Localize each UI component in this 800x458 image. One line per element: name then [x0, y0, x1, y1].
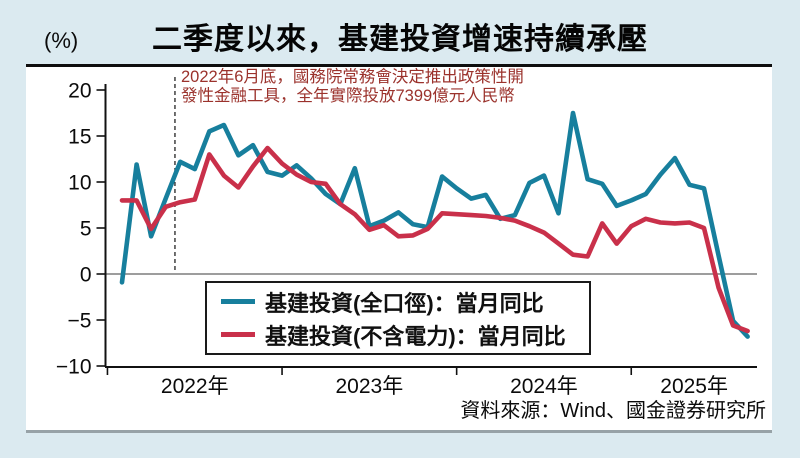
x-tick-label: 2025年	[660, 375, 728, 398]
blue-series-line	[119, 110, 750, 339]
line-chart: 20 15 10 5 0 −5 −10 2022年 2023年 2024年 2025年	[56, 77, 757, 398]
red-line-swatch	[221, 332, 255, 337]
x-tick-label: 2022年	[161, 375, 229, 398]
page-title: 二季度以來，基建投資增速持續承壓	[152, 23, 648, 56]
legend-item-full-caliber: 基建投資(全口徑)：當月同比	[221, 288, 579, 316]
x-tick-label: 2023年	[335, 375, 403, 398]
data-source-note: 資料來源：Wind、國金證券研究所	[460, 400, 766, 422]
blue-line-swatch	[221, 299, 255, 304]
red-series-line	[119, 145, 750, 334]
policy-annotation: 2022年6月底，國務院常務會決定推出政策性開 發性金融工具，全年實際投放739…	[181, 68, 661, 106]
policy-annotation-line1: 2022年6月底，國務院常務會決定推出政策性開	[181, 68, 524, 86]
legend-label: 基建投資(不含電力)：當月同比	[265, 323, 566, 349]
y-tick-label: −5	[68, 310, 92, 333]
y-tick-label: 15	[68, 126, 91, 149]
chart-panel: 20 15 10 5 0 −5 −10 2022年 2023年 2024年 2025年	[26, 64, 772, 433]
x-tick-label: 2024年	[510, 375, 578, 398]
legend-label: 基建投資(全口徑)：當月同比	[265, 290, 544, 316]
y-axis-unit-label: (%)	[44, 28, 79, 53]
y-tick-label: 5	[80, 218, 92, 241]
legend-item-ex-power: 基建投資(不含電力)：當月同比	[221, 321, 579, 349]
y-tick-label: 0	[80, 264, 92, 287]
chart-legend: 基建投資(全口徑)：當月同比 基建投資(不含電力)：當月同比	[205, 281, 591, 355]
y-tick-label: 10	[68, 172, 91, 195]
y-tick-label: 20	[68, 80, 91, 103]
y-tick-label: −10	[56, 356, 92, 379]
policy-annotation-line2: 發性金融工具，全年實際投放7399億元人民幣	[181, 87, 515, 105]
